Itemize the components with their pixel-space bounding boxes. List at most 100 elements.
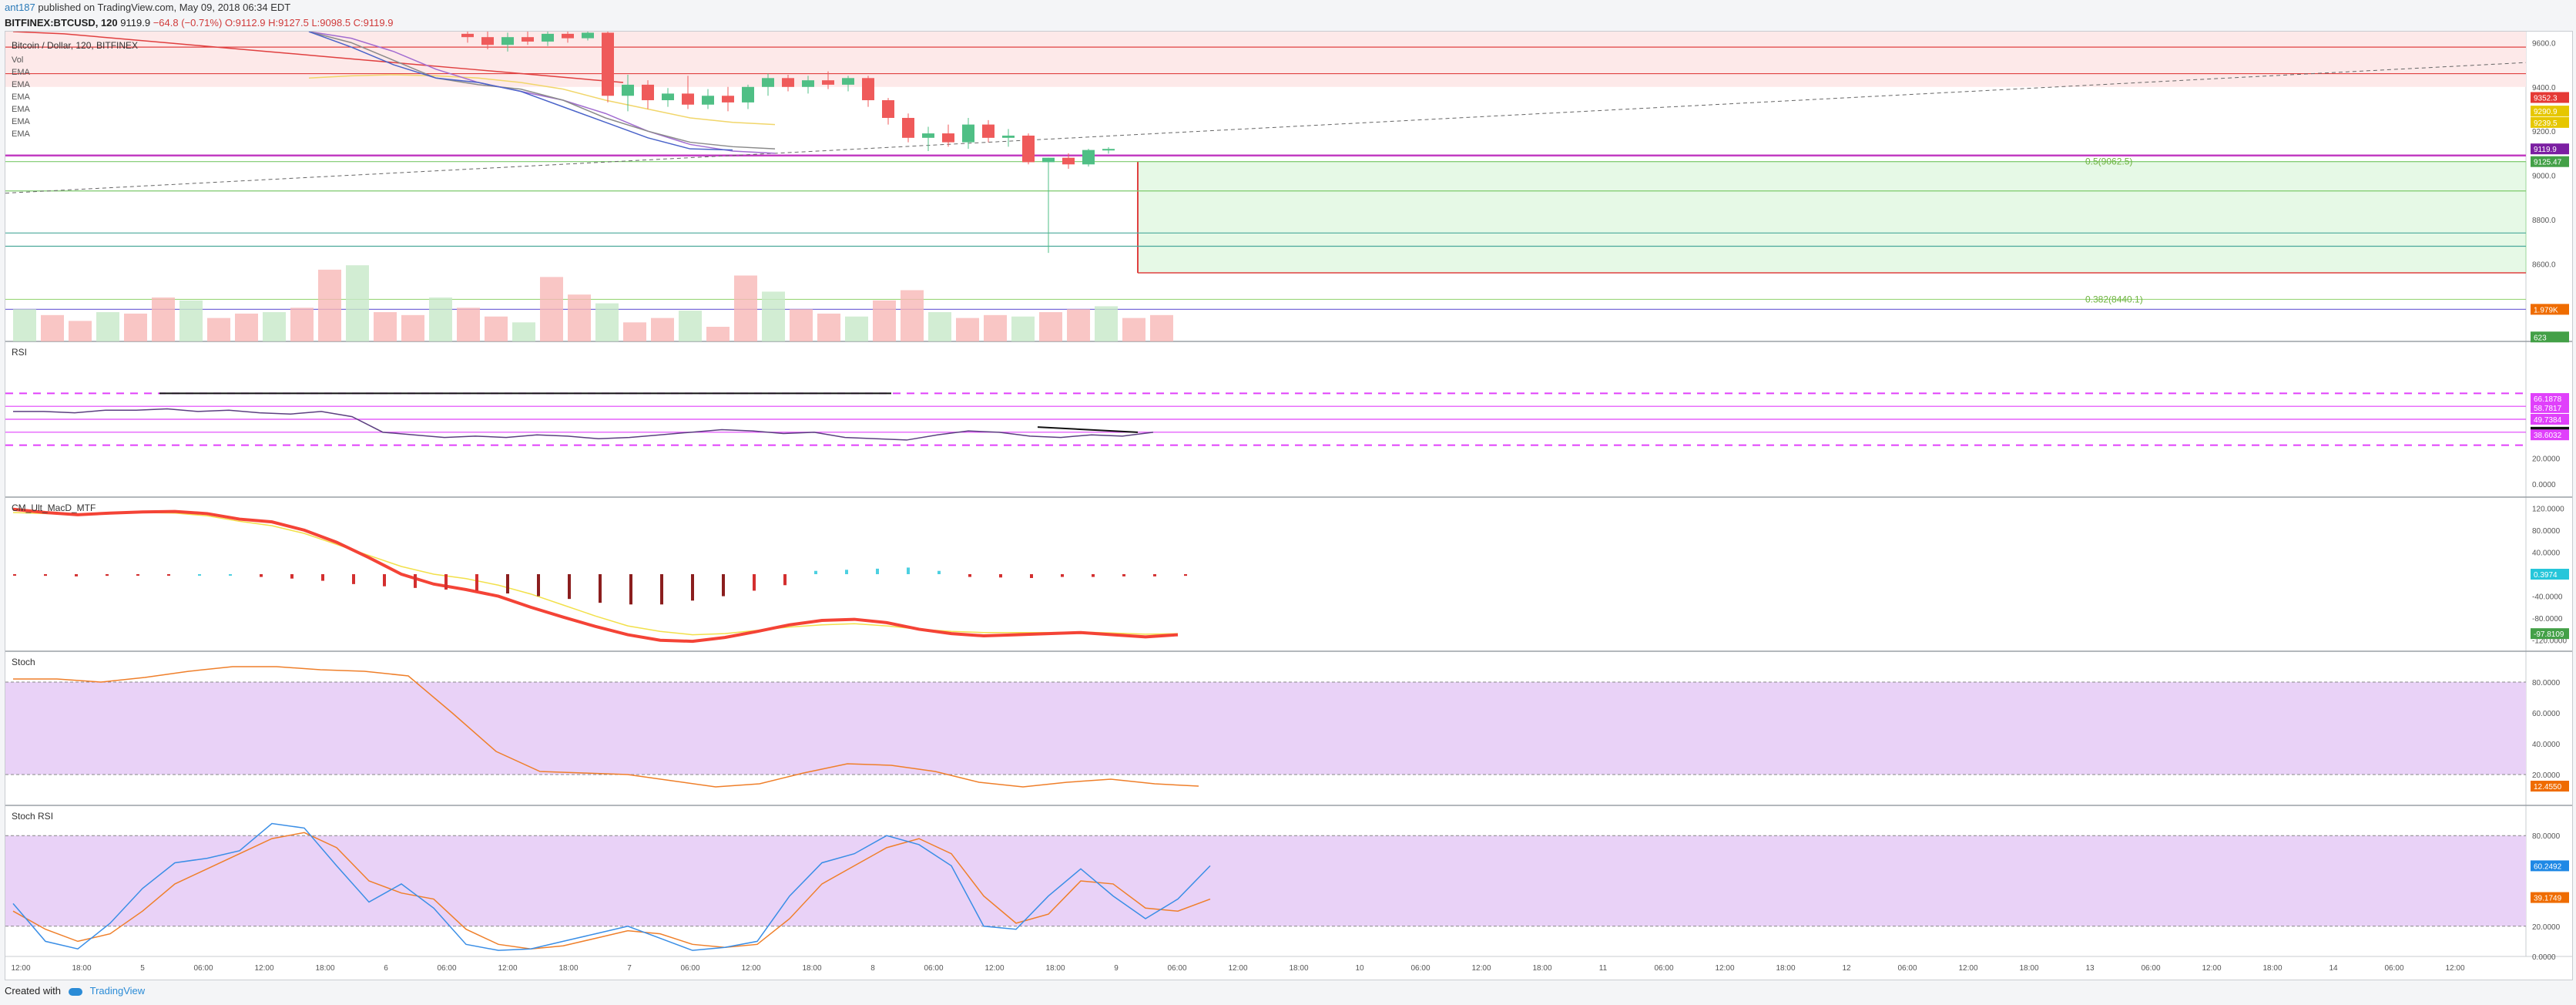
candle-body xyxy=(582,32,594,39)
volume-bar xyxy=(124,313,147,341)
macd-histogram-bar xyxy=(167,574,170,576)
stochrsi-price-tag-1: 39.1749 xyxy=(2534,895,2562,903)
volume-bar xyxy=(318,269,341,341)
volume-bar xyxy=(485,316,508,341)
main-y-tick: 8800.0 xyxy=(2532,217,2556,225)
time-axis-tick: 06:00 xyxy=(1167,964,1186,973)
macd-histogram-bar xyxy=(722,574,725,597)
macd-y-tick: -40.0000 xyxy=(2532,593,2563,602)
time-axis-tick: 8 xyxy=(870,964,875,973)
macd-histogram-bar xyxy=(783,574,787,586)
volume-bar xyxy=(41,314,64,341)
time-axis-tick: 12 xyxy=(1842,964,1851,973)
macd-histogram-bar xyxy=(1122,574,1125,576)
time-axis-tick: 06:00 xyxy=(924,964,943,973)
volume-bar xyxy=(1150,314,1173,341)
macd-histogram-bar xyxy=(260,574,263,577)
volume-bar xyxy=(179,300,203,341)
main-price-tag-2-bg xyxy=(2531,116,2569,128)
time-axis-tick: 5 xyxy=(140,964,145,973)
macd-histogram-bar xyxy=(475,574,478,591)
main-price-tag-4: 9125.47 xyxy=(2534,159,2562,167)
volume-bar xyxy=(817,313,840,341)
chart-frame[interactable]: 0.5(9062.5) 0.382(8440.1) 9600.0 9400.0 9200… xyxy=(5,31,2573,980)
volume-bar xyxy=(374,312,397,341)
main-legend-item: EMA xyxy=(12,68,31,77)
rsi-y-tick: 20.0000 xyxy=(2532,455,2561,464)
time-axis-tick: 12:00 xyxy=(1715,964,1734,973)
fib-zone xyxy=(1137,161,2527,274)
macd-histogram-bar xyxy=(814,570,817,574)
volume-bar xyxy=(623,322,646,341)
publish-info: ant187 published on TradingView.com, May… xyxy=(5,2,290,13)
macd-y-tick: 120.0000 xyxy=(2532,505,2564,513)
time-axis-tick: 12:00 xyxy=(498,964,517,973)
ema-line-3 xyxy=(308,31,776,150)
main-legend-item: EMA xyxy=(12,117,31,126)
main-price-tag-3: 9119.9 xyxy=(2534,146,2557,154)
fib-label-0: 0.5(9062.5) xyxy=(2085,156,2132,167)
symbol-label: BITFINEX:BTCUSD, 120 xyxy=(5,17,118,29)
rsi-price-tag-2: 49.7384 xyxy=(2534,416,2562,425)
tradingview-link[interactable]: TradingView xyxy=(89,985,146,997)
main-price-tag-0-bg xyxy=(2531,92,2569,103)
time-axis-tick: 06:00 xyxy=(193,964,213,973)
chart-canvas[interactable]: 0.5(9062.5) 0.382(8440.1) 9600.0 9400.0 9200… xyxy=(5,31,2572,980)
time-axis-tick: 12:00 xyxy=(1471,964,1491,973)
macd-y-tick: -80.0000 xyxy=(2532,615,2563,624)
volume-bar xyxy=(69,321,92,341)
stoch-k-line xyxy=(13,666,1199,788)
main-legend-item: EMA xyxy=(12,92,31,102)
candle-body xyxy=(942,133,954,143)
stoch-title: Stoch xyxy=(12,657,35,667)
volume-bar xyxy=(901,290,924,341)
macd-histogram-bar xyxy=(352,574,355,584)
stochrsi-y-tick: 0.0000 xyxy=(2532,953,2556,962)
candle-body xyxy=(602,32,614,96)
time-axis-tick: 12:00 xyxy=(2445,964,2464,973)
stochrsi-y-tick: 20.0000 xyxy=(2532,923,2561,932)
candle-body xyxy=(1102,149,1115,151)
time-axis-tick: 06:00 xyxy=(1654,964,1673,973)
main-price-tag-0: 9352.3 xyxy=(2534,94,2558,103)
footer: Created with TradingView xyxy=(5,985,145,997)
macd-histogram-bar xyxy=(136,574,139,576)
time-axis-tick: 10 xyxy=(1355,964,1364,973)
macd-histogram-bar xyxy=(1092,574,1095,577)
macd-histogram-bar xyxy=(537,574,540,597)
candle-body xyxy=(802,80,814,87)
volume-bar xyxy=(235,313,258,341)
time-axis-tick: 12:00 xyxy=(2202,964,2221,973)
time-axis-tick: 9 xyxy=(1114,964,1119,973)
stoch-price-tag-0-bg xyxy=(2531,781,2569,792)
volume-bar xyxy=(96,312,119,341)
main-price-tag-1-bg xyxy=(2531,106,2569,117)
volume-bar xyxy=(512,322,535,341)
main-price-tag-6-bg xyxy=(2531,331,2569,343)
macd-histogram-bar xyxy=(907,567,910,574)
volume-bar xyxy=(152,297,175,341)
author-link[interactable]: ant187 xyxy=(5,2,35,13)
candle-body xyxy=(501,37,514,45)
macd-histogram-bar xyxy=(968,574,971,577)
stoch-price-tag-0: 12.4550 xyxy=(2534,783,2562,792)
time-axis-tick: 18:00 xyxy=(1045,964,1065,973)
time-axis-tick: 12:00 xyxy=(1228,964,1247,973)
macd-histogram-bar xyxy=(414,574,417,588)
macd-histogram-bar xyxy=(290,574,293,579)
rsi-price-tag-4-bg xyxy=(2531,429,2569,441)
candle-body xyxy=(682,93,694,105)
volume-bar xyxy=(762,291,785,341)
time-axis-tick: 18:00 xyxy=(72,964,91,973)
stochrsi-title: Stoch RSI xyxy=(12,811,53,822)
candle-body xyxy=(1082,150,1095,165)
macd-signal-line xyxy=(12,512,1179,636)
stochrsi-y-tick: 80.0000 xyxy=(2532,832,2561,841)
macd-histogram-bar xyxy=(999,574,1002,578)
stoch-y-tick: 20.0000 xyxy=(2532,771,2561,780)
main-y-tick: 8600.0 xyxy=(2532,261,2556,270)
stochrsi-price-tag-0: 60.2492 xyxy=(2534,862,2562,871)
time-axis-tick: 13 xyxy=(2085,964,2095,973)
rsi-price-tag-1: 58.7817 xyxy=(2534,405,2562,413)
time-axis-tick: 12:00 xyxy=(984,964,1004,973)
